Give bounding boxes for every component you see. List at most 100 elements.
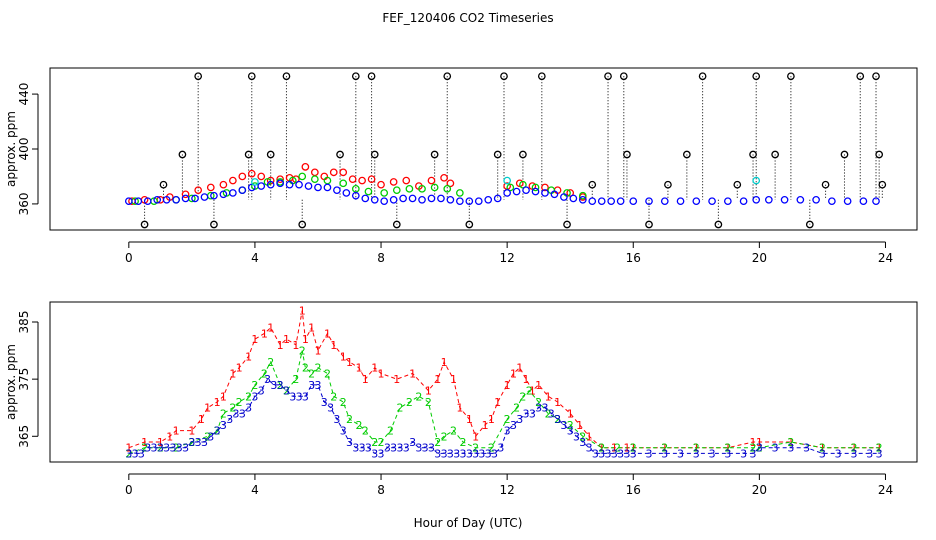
- series-2-marker: 2: [756, 442, 763, 455]
- x-axis-label: Hour of Day (UTC): [414, 516, 523, 530]
- red-point: [238, 172, 247, 181]
- spikes-point: [194, 72, 203, 81]
- blue-point: [399, 194, 407, 203]
- series-2-marker: 2: [371, 436, 378, 449]
- spikes-point: [872, 72, 880, 81]
- series-1-marker: 1: [630, 442, 637, 455]
- series-2-marker: 2: [545, 407, 552, 420]
- red-point: [206, 183, 215, 192]
- series-3-marker: 3: [201, 436, 208, 449]
- series-3-line: [128, 378, 880, 454]
- series-3-marker: 3: [630, 447, 637, 460]
- blue-point: [522, 186, 530, 195]
- series-3-marker: 3: [819, 447, 826, 460]
- series-2-marker: 2: [362, 425, 369, 438]
- blue-point: [333, 186, 341, 195]
- blue-point: [276, 179, 284, 188]
- series-1-marker: 1: [409, 367, 416, 380]
- spikes-point: [698, 72, 707, 81]
- cyan-point: [251, 178, 259, 186]
- series-3-marker: 3: [340, 425, 347, 438]
- blue-point: [560, 193, 568, 201]
- series-1-marker: 1: [220, 390, 227, 403]
- blue-point: [578, 195, 587, 204]
- series-3-marker: 3: [125, 447, 132, 460]
- blue-point: [285, 180, 294, 189]
- series-1-marker: 1: [204, 402, 211, 415]
- series-3-marker: 3: [264, 373, 271, 386]
- top-plot-frame: [49, 67, 918, 231]
- red-point: [339, 168, 348, 177]
- bottom-y-tick-label: 385: [17, 311, 31, 334]
- series-3-marker: 3: [428, 442, 435, 455]
- spikes-point: [878, 180, 887, 189]
- spikes-point: [351, 72, 360, 81]
- blue-point: [238, 186, 247, 195]
- red-point: [329, 168, 338, 177]
- blue-point: [200, 193, 209, 201]
- bottom-y-tick-label: 375: [17, 368, 31, 391]
- red-point: [257, 172, 266, 181]
- blue-point: [843, 197, 852, 206]
- series-3-marker: 3: [321, 396, 328, 409]
- series-1-marker: 1: [173, 425, 180, 438]
- series-1-marker: 1: [188, 425, 195, 438]
- series-3-marker: 3: [677, 447, 684, 460]
- series-3-marker: 3: [346, 436, 353, 449]
- top-x-tick-label: 12: [500, 251, 515, 265]
- spikes-point: [140, 220, 149, 229]
- series-1-marker: 1: [434, 373, 441, 386]
- top-y-tick-label: 440: [17, 83, 31, 106]
- spikes-point: [178, 150, 187, 159]
- series-3-marker: 3: [403, 442, 410, 455]
- spikes-point: [392, 220, 401, 229]
- series-3-marker: 3: [523, 407, 530, 420]
- green-point: [364, 187, 373, 196]
- bottom-x-tick-label: 4: [251, 483, 259, 497]
- series-2-marker: 2: [396, 402, 403, 415]
- blue-point: [828, 197, 836, 206]
- blue-point: [210, 191, 218, 200]
- top-x-tick-label: 20: [752, 251, 767, 265]
- spikes-point: [875, 150, 884, 159]
- series-3-marker: 3: [510, 419, 517, 432]
- red-point: [181, 190, 190, 199]
- series-2-marker: 2: [504, 413, 511, 426]
- blue-point: [219, 190, 228, 199]
- series-2-marker: 2: [251, 379, 258, 392]
- series-1-marker: 1: [355, 362, 362, 375]
- series-2-marker: 2: [141, 442, 148, 455]
- spikes-point: [465, 220, 474, 229]
- blue-point: [739, 197, 748, 206]
- series-1-marker: 1: [378, 367, 385, 380]
- series-3-marker: 3: [573, 430, 580, 443]
- series-1-marker: 1: [125, 442, 132, 455]
- blue-point: [124, 197, 133, 206]
- series-2-marker: 2: [614, 442, 621, 455]
- blue-point: [550, 190, 559, 199]
- series-1-marker: 1: [756, 436, 763, 449]
- series-2-marker: 2: [292, 373, 299, 386]
- top-x-tick-label: 24: [878, 251, 893, 265]
- series-1-marker: 1: [157, 436, 164, 449]
- spikes-point: [563, 220, 571, 229]
- series-1-marker: 1: [362, 373, 369, 386]
- bottom-x-tick-label: 0: [125, 483, 133, 497]
- series-3-marker: 3: [491, 447, 498, 460]
- series-2-marker: 2: [378, 436, 385, 449]
- blue-point: [607, 197, 616, 206]
- series-3-marker: 3: [333, 413, 340, 426]
- series-2-marker: 2: [355, 419, 362, 432]
- series-1-marker: 1: [308, 322, 315, 335]
- series-3-marker: 3: [289, 390, 296, 403]
- spikes-point: [771, 150, 779, 159]
- series-1-marker: 1: [529, 385, 536, 398]
- series-3-marker: 3: [567, 425, 574, 438]
- series-2-marker: 2: [220, 407, 227, 420]
- green-point: [405, 184, 414, 193]
- spikes-point: [537, 72, 546, 81]
- series-1-marker: 1: [482, 419, 489, 432]
- bottom-y-axis-label: approx. ppm: [4, 344, 18, 420]
- blue-point: [465, 197, 474, 206]
- series-2-marker: 2: [488, 442, 495, 455]
